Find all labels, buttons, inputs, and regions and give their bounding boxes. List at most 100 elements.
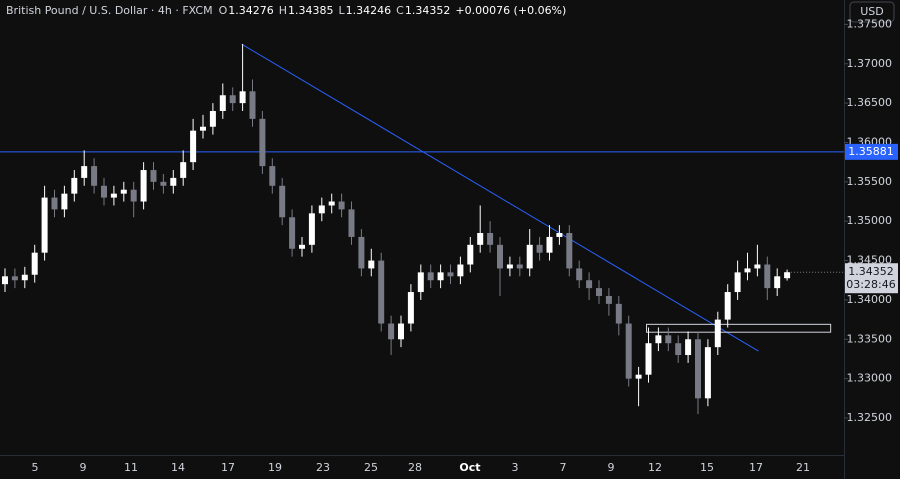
y-tick-label: 1.35000 xyxy=(847,214,893,227)
chart-title: British Pound / U.S. Dollar · 4h · FXCM xyxy=(6,4,213,17)
level-label-box xyxy=(845,143,898,160)
candle-body xyxy=(378,260,385,324)
x-tick-label: 17 xyxy=(221,461,235,474)
currency-box[interactable] xyxy=(849,1,895,23)
candle-body xyxy=(655,335,662,344)
y-tick-label: 1.32500 xyxy=(847,411,893,424)
candle-body xyxy=(457,264,464,277)
candle-body xyxy=(110,193,117,198)
candle-body xyxy=(368,260,375,269)
x-tick-label: 17 xyxy=(749,461,763,474)
y-tick-label: 1.34000 xyxy=(847,293,893,306)
candle-body xyxy=(2,276,8,285)
candle-body xyxy=(427,272,434,281)
candle-body xyxy=(477,233,484,245)
candle-body xyxy=(526,244,533,269)
candle-body xyxy=(21,274,28,281)
x-tick-label: 11 xyxy=(124,461,138,474)
y-tick-label: 1.35500 xyxy=(847,175,893,188)
ohlc-value: 1.34352 xyxy=(405,4,451,17)
candle-body xyxy=(596,288,602,296)
ohlc-value: 1.34246 xyxy=(346,4,392,17)
candle-body xyxy=(675,343,682,356)
candle-body xyxy=(487,233,494,245)
candle-body xyxy=(41,197,48,253)
candle-body xyxy=(328,201,335,206)
candle-body xyxy=(437,272,444,281)
candle-body xyxy=(209,110,216,127)
x-tick-label: 23 xyxy=(316,461,330,474)
candle-body xyxy=(239,91,246,104)
candle-body xyxy=(358,236,365,269)
candle-body xyxy=(645,343,652,375)
candle-body xyxy=(259,118,266,167)
candle-body xyxy=(101,185,107,198)
candle-body xyxy=(229,95,236,104)
countdown: 03:28:46 xyxy=(846,278,895,291)
x-tick-label: 21 xyxy=(796,461,810,474)
candle-body xyxy=(219,95,226,111)
candle-body xyxy=(398,323,404,340)
last-price-box xyxy=(845,263,898,294)
x-tick-label: 12 xyxy=(648,461,662,474)
candle-body xyxy=(299,244,305,249)
candle-body xyxy=(467,244,474,265)
candle-body xyxy=(200,126,206,131)
candle-body xyxy=(665,335,672,344)
y-tick-label: 1.36500 xyxy=(847,96,893,109)
currency[interactable]: USD xyxy=(860,5,884,18)
candle-body xyxy=(536,244,543,253)
candle-body xyxy=(625,323,632,379)
candle-body xyxy=(160,181,167,186)
change: +0.00076 (+0.06%) xyxy=(455,4,566,17)
candle-body xyxy=(279,185,286,218)
candle-body xyxy=(447,272,454,277)
candle-body xyxy=(140,170,147,202)
ohlc-value: 1.34276 xyxy=(228,4,274,17)
candle-body xyxy=(130,189,137,202)
candle-body xyxy=(407,292,414,324)
candle-body xyxy=(308,213,315,245)
x-tick-label: 3 xyxy=(512,461,519,474)
level-label: 1.35881 xyxy=(848,145,894,158)
candle-body xyxy=(31,252,38,275)
ohlc-key: C xyxy=(396,4,404,17)
candle-body xyxy=(417,272,424,293)
candle-body xyxy=(190,130,197,163)
candle-body xyxy=(556,233,563,237)
ohlc-key: H xyxy=(279,4,287,17)
candle-body xyxy=(546,236,553,253)
candle-body xyxy=(61,193,68,210)
candle-body xyxy=(586,280,593,289)
candle-body xyxy=(734,272,741,293)
y-tick-label: 1.37000 xyxy=(847,57,893,70)
x-tick-label: 15 xyxy=(700,461,714,474)
candle-body xyxy=(318,205,325,214)
x-tick-label: 9 xyxy=(80,461,87,474)
candle-body xyxy=(506,264,513,269)
candle-body xyxy=(170,177,177,186)
candle-body xyxy=(744,268,751,273)
candle-body xyxy=(249,91,256,119)
candle-body xyxy=(754,264,761,269)
x-tick-label: 14 xyxy=(171,461,185,474)
candle-body xyxy=(635,374,642,379)
candle-body xyxy=(180,162,187,178)
x-tick-label: 19 xyxy=(268,461,282,474)
ohlc-value: 1.34385 xyxy=(288,4,334,17)
last-price-label: 1.34352 xyxy=(848,265,894,278)
candle-body xyxy=(11,276,18,281)
zone xyxy=(646,323,832,333)
candle-body xyxy=(714,319,721,348)
candle-body xyxy=(71,177,78,194)
candle-body xyxy=(685,339,692,356)
candle-body xyxy=(615,303,622,324)
candle-body xyxy=(348,209,355,237)
candle-body xyxy=(605,295,612,304)
candle-body xyxy=(289,217,296,249)
candle-body xyxy=(51,197,58,210)
ohlc-key: L xyxy=(339,4,346,17)
candle-body xyxy=(576,268,583,281)
